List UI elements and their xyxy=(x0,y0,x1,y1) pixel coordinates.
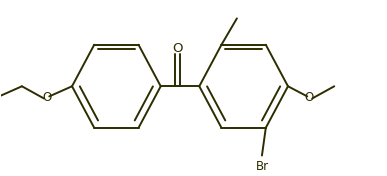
Text: O: O xyxy=(42,91,51,104)
Text: Br: Br xyxy=(255,160,269,173)
Text: O: O xyxy=(173,42,183,55)
Text: O: O xyxy=(305,91,314,104)
